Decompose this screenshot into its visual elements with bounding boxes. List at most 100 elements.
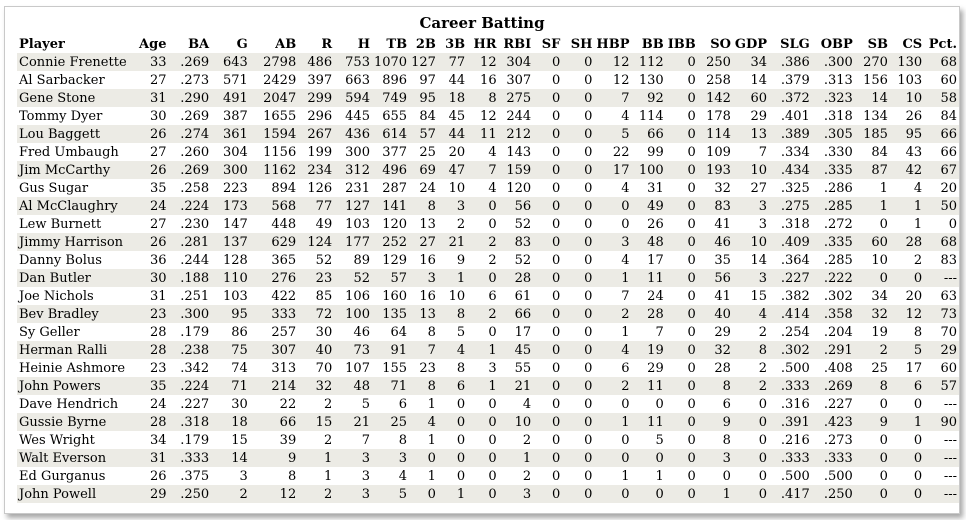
stat-cell: 27 (732, 179, 770, 197)
stat-cell: 4 (467, 179, 499, 197)
table-row: Herman Ralli 28.238 75 307 40 73 91 7 4 1 45 0 0 4 19 0… (17, 341, 959, 359)
stat-cell: .500 (769, 467, 812, 485)
stat-cell: 114 (631, 107, 666, 125)
stat-cell: 4 (437, 341, 468, 359)
player-name-cell: John Powers (17, 377, 129, 395)
stat-cell: 13 (409, 215, 438, 233)
stat-cell: 0 (533, 413, 563, 431)
stat-cell: .269 (168, 53, 212, 71)
stat-cell: .179 (168, 323, 212, 341)
stat-cell: .313 (811, 71, 855, 89)
stat-cell: 12 (467, 53, 499, 71)
column-header: RBI (503, 36, 532, 52)
stat-cell: .204 (811, 323, 855, 341)
stat-cell: .290 (168, 89, 212, 107)
stat-cell: 31 (128, 89, 169, 107)
stat-cell: .250 (168, 485, 212, 503)
stat-cell: 304 (498, 53, 534, 71)
stat-cell: 173 (211, 197, 250, 215)
stat-cell: 0 (437, 395, 468, 413)
stat-cell: 120 (371, 215, 410, 233)
stat-cell: 1 (437, 269, 468, 287)
table-row: Connie Frenette 33.269 643 2798 486 753 1070 12… (17, 53, 959, 71)
stat-cell: .222 (811, 269, 855, 287)
stat-cell: 5 (594, 125, 632, 143)
stat-cell: 2 (732, 323, 770, 341)
stat-cell: 0 (409, 485, 438, 503)
table-row: Sy Geller 28.179 86 257 30 46 64 8 5 0 17 0 0 1 7 0 29 2.… (17, 323, 959, 341)
stat-cell: 6 (889, 377, 925, 395)
stat-cell: 4 (594, 179, 632, 197)
stat-cell: .273 (168, 71, 212, 89)
stat-cell: 3 (732, 215, 770, 233)
stat-cell: 52 (334, 269, 372, 287)
stat-cell: 312 (334, 161, 372, 179)
stat-cell: 8 (732, 341, 770, 359)
stat-cell: 32 (697, 341, 733, 359)
stat-cell: 0 (594, 197, 632, 215)
stat-cell: 30 (211, 395, 250, 413)
stat-cell: 14 (732, 71, 770, 89)
stat-cell: 629 (249, 233, 299, 251)
stat-cell: 19 (631, 341, 666, 359)
stat-cell: 896 (371, 71, 410, 89)
stat-cell: 66 (924, 143, 959, 161)
stat-cell: 231 (334, 179, 372, 197)
stat-cell: 0 (665, 377, 698, 395)
stat-cell: 11 (631, 413, 666, 431)
table-row: Wes Wright 34.179 15 39 2 7 8 1 0 0 2 0 0 0 5 0 8 0.216.2… (17, 431, 959, 449)
stat-cell: 2 (498, 431, 534, 449)
stat-cell: 5 (437, 323, 468, 341)
stat-cell: 7 (467, 161, 499, 179)
table-row: John Powell 29.250 2 12 2 3 5 0 1 0 3 0 0 0 0 0 1 0.417.2… (17, 485, 959, 503)
stat-cell: 0 (533, 431, 563, 449)
table-row: Dave Hendrich 24.227 30 22 2 5 6 1 0 0 4 0 0 0 0 0 6 0.31… (17, 395, 959, 413)
stat-cell: 58 (924, 89, 959, 107)
stat-cell: 91 (371, 341, 410, 359)
player-name-cell: Danny Bolus (17, 251, 129, 269)
stat-cell: .386 (769, 53, 812, 71)
column-header: 3B (445, 36, 466, 52)
stat-cell: 397 (298, 71, 335, 89)
player-name-cell: Gussie Byrne (17, 413, 129, 431)
stat-cell: 377 (371, 143, 410, 161)
stat-cell: 7 (631, 323, 666, 341)
player-name-cell: Al Sarbacker (17, 71, 129, 89)
stat-cell: 0 (562, 89, 595, 107)
stat-cell: 49 (631, 197, 666, 215)
stat-cell: 84 (409, 107, 438, 125)
stat-cell: 28 (697, 359, 733, 377)
stat-cell: 7 (732, 143, 770, 161)
stat-cell: 128 (211, 251, 250, 269)
stat-cell: 26 (631, 215, 666, 233)
stat-cell: 6 (437, 377, 468, 395)
stat-cell: 32 (298, 377, 335, 395)
stat-cell: 0 (533, 215, 563, 233)
stat-cell: .274 (168, 125, 212, 143)
stat-cell: 2 (437, 215, 468, 233)
stat-cell: 87 (854, 161, 890, 179)
stat-cell: 0 (533, 53, 563, 71)
stat-cell: 3 (732, 197, 770, 215)
stat-cell: 70 (298, 359, 335, 377)
stat-cell: 0 (562, 251, 595, 269)
stat-cell: 1 (889, 215, 925, 233)
stat-cell: .408 (811, 359, 855, 377)
stat-cell: 0 (665, 485, 698, 503)
stat-cell: 0 (854, 395, 890, 413)
table-row: Al McClaughry 24.224 173 568 77 127 141 8 3 0 56 0 0… (17, 197, 959, 215)
stat-cell: 11 (631, 269, 666, 287)
stat-cell: .244 (168, 251, 212, 269)
stat-cell: 4 (498, 395, 534, 413)
stat-cell: 313 (249, 359, 299, 377)
table-body: Connie Frenette 33.269 643 2798 486 753 1070 12… (17, 53, 959, 503)
stat-cell: 0 (467, 449, 499, 467)
stat-cell: 24 (128, 197, 169, 215)
stat-cell: 77 (437, 53, 468, 71)
stat-cell: 41 (697, 215, 733, 233)
stat-cell: 0 (562, 107, 595, 125)
stat-cell: .269 (168, 161, 212, 179)
stat-cell: 110 (211, 269, 250, 287)
stat-cell: 18 (211, 413, 250, 431)
stat-cell: 20 (924, 179, 959, 197)
